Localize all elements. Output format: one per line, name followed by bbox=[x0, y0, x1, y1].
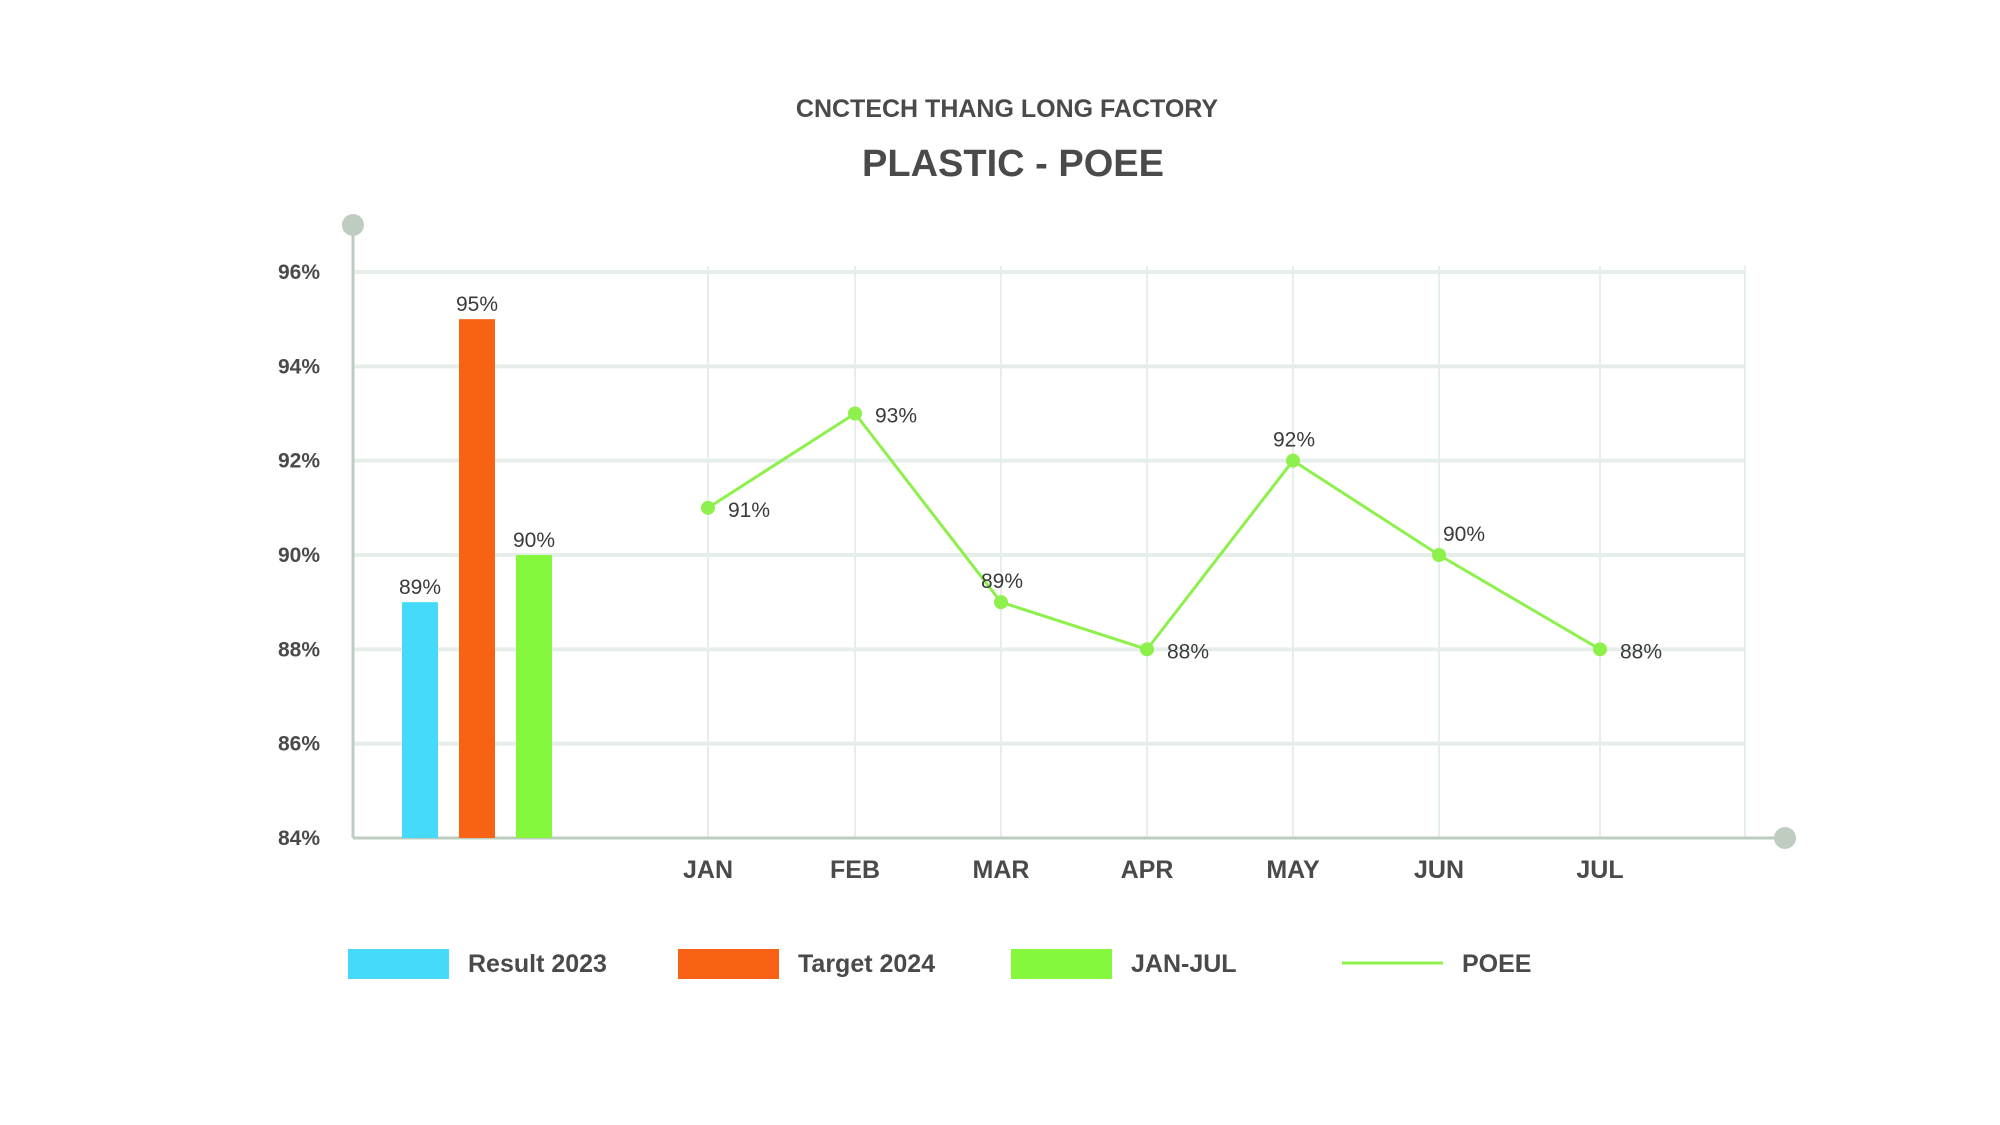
axes bbox=[342, 214, 1796, 849]
poee-data-label: 88% bbox=[1167, 640, 1209, 663]
bar-data-label: 95% bbox=[456, 293, 498, 316]
summary-bars: 89% 95% 90% bbox=[399, 293, 555, 839]
x-tick-label: MAY bbox=[1266, 856, 1320, 884]
legend-item: POEE bbox=[1342, 950, 1531, 978]
poee-data-label: 90% bbox=[1443, 523, 1485, 546]
chart-subtitle: CNCTECH THANG LONG FACTORY bbox=[796, 95, 1219, 123]
bar-jan-jul bbox=[516, 555, 552, 838]
legend-label: JAN-JUL bbox=[1131, 950, 1237, 978]
chart-title: PLASTIC - POEE bbox=[862, 143, 1164, 185]
y-tick-label: 96% bbox=[278, 261, 320, 284]
legend-swatch bbox=[1011, 949, 1112, 979]
x-axis-ticks: JAN FEB MAR APR MAY JUN JUL bbox=[683, 856, 1624, 884]
x-tick-label: FEB bbox=[830, 856, 880, 884]
y-axis-end-marker bbox=[342, 214, 364, 236]
bar-result-2023 bbox=[402, 602, 438, 838]
x-tick-label: APR bbox=[1121, 856, 1174, 884]
y-axis-ticks: 84% 86% 88% 90% 92% 94% 96% bbox=[278, 261, 320, 850]
poee-point bbox=[1593, 642, 1607, 657]
bar-data-label: 90% bbox=[513, 529, 555, 552]
bar-data-label: 89% bbox=[399, 576, 441, 599]
poee-point bbox=[1432, 548, 1446, 562]
gridlines bbox=[353, 266, 1746, 838]
y-tick-label: 88% bbox=[278, 638, 320, 661]
poee-point bbox=[994, 595, 1008, 610]
x-tick-label: JUN bbox=[1414, 856, 1464, 884]
poee-point bbox=[701, 500, 715, 515]
y-tick-label: 92% bbox=[278, 450, 320, 473]
y-tick-label: 84% bbox=[278, 827, 320, 850]
legend-label: POEE bbox=[1462, 950, 1531, 978]
poee-point bbox=[1140, 642, 1154, 657]
x-axis-end-marker bbox=[1774, 827, 1796, 849]
x-tick-label: JAN bbox=[683, 856, 733, 884]
legend-label: Result 2023 bbox=[468, 950, 607, 978]
poee-data-label: 91% bbox=[728, 499, 770, 522]
legend-item: Result 2023 bbox=[348, 949, 607, 979]
legend-item: Target 2024 bbox=[678, 949, 935, 979]
y-tick-label: 86% bbox=[278, 733, 320, 756]
y-tick-label: 94% bbox=[278, 355, 320, 378]
x-tick-label: MAR bbox=[973, 856, 1030, 884]
legend: Result 2023 Target 2024 JAN-JUL POEE bbox=[348, 949, 1531, 979]
poee-line-series: 91% 93% 89% 88% 92% 90% 88% bbox=[701, 405, 1662, 663]
poee-data-label: 92% bbox=[1273, 429, 1315, 452]
x-tick-label: JUL bbox=[1576, 856, 1623, 884]
legend-swatch bbox=[348, 949, 449, 979]
poee-data-label: 89% bbox=[981, 570, 1023, 593]
poee-data-label: 88% bbox=[1620, 640, 1662, 663]
poee-data-label: 93% bbox=[875, 405, 917, 428]
bar-target-2024 bbox=[459, 319, 495, 839]
legend-item: JAN-JUL bbox=[1011, 949, 1237, 979]
poee-point bbox=[848, 406, 862, 421]
y-tick-label: 90% bbox=[278, 544, 320, 567]
legend-swatch bbox=[678, 949, 779, 979]
poee-point bbox=[1286, 453, 1300, 468]
legend-label: Target 2024 bbox=[798, 950, 935, 978]
